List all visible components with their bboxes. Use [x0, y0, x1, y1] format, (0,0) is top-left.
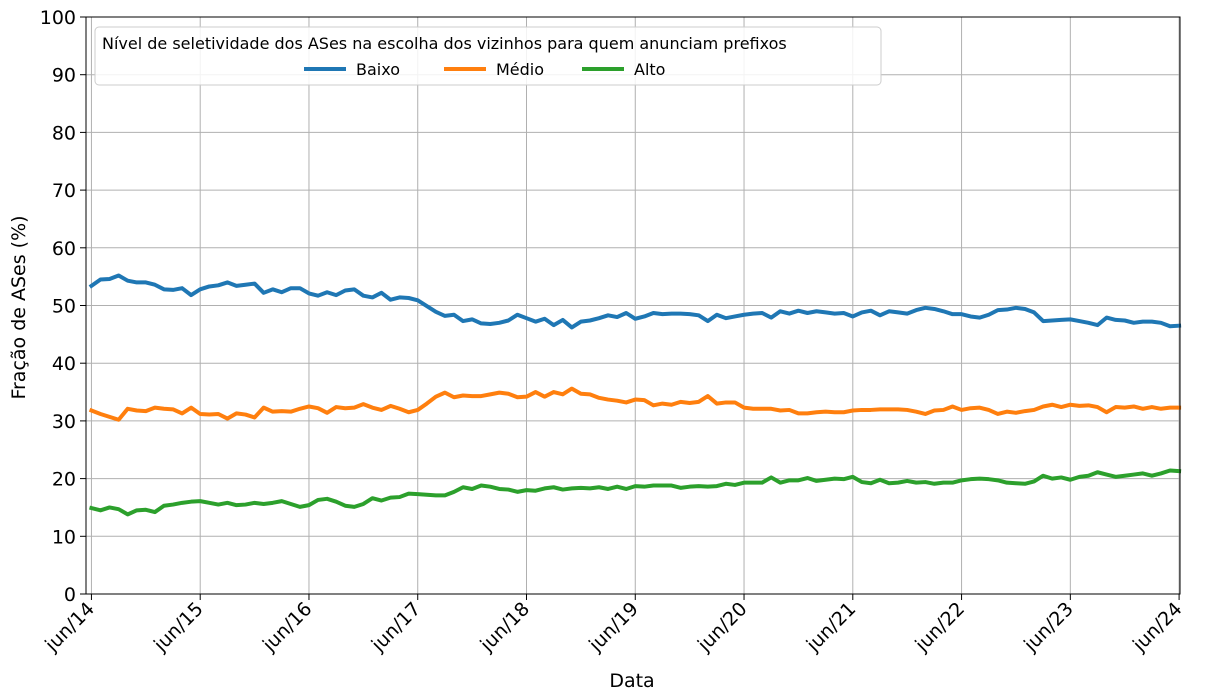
series-line-médio: [88, 386, 1182, 422]
legend-label: Médio: [496, 60, 544, 79]
legend: Nível de seletividade dos ASes na escolh…: [94, 26, 882, 86]
y-tick-label: 100: [40, 7, 76, 29]
y-tick-label: 0: [64, 584, 76, 606]
y-tick-label: 60: [52, 238, 76, 260]
y-axis: 0 10 20 30 40 50 60 70 80 90 100: [40, 7, 86, 606]
legend-label: Alto: [634, 60, 665, 79]
y-tick-label: 10: [52, 526, 76, 548]
y-tick-label: 40: [52, 353, 76, 375]
legend-entries: Baixo Médio Alto: [304, 60, 665, 79]
legend-box: [94, 26, 882, 86]
y-tick-label: 80: [52, 122, 76, 144]
legend-entry-alto: Alto: [582, 60, 665, 79]
y-tick-label: 30: [52, 411, 76, 433]
y-tick-label: 70: [52, 180, 76, 202]
y-tick-label: 90: [52, 65, 76, 87]
legend-label: Baixo: [356, 60, 400, 79]
x-axis-label: Data: [609, 670, 654, 692]
series-line-baixo: [88, 273, 1182, 330]
series-line-alto: [89, 468, 1182, 517]
series-layer: [88, 273, 1182, 517]
y-axis-label: Fração de ASes (%): [8, 215, 30, 399]
y-tick-label: 50: [52, 296, 76, 318]
legend-entry-baixo: Baixo: [304, 60, 400, 79]
y-tick-label: 20: [52, 469, 76, 491]
legend-entry-médio: Médio: [444, 60, 544, 79]
legend-title: Nível de seletividade dos ASes na escolh…: [102, 34, 787, 53]
